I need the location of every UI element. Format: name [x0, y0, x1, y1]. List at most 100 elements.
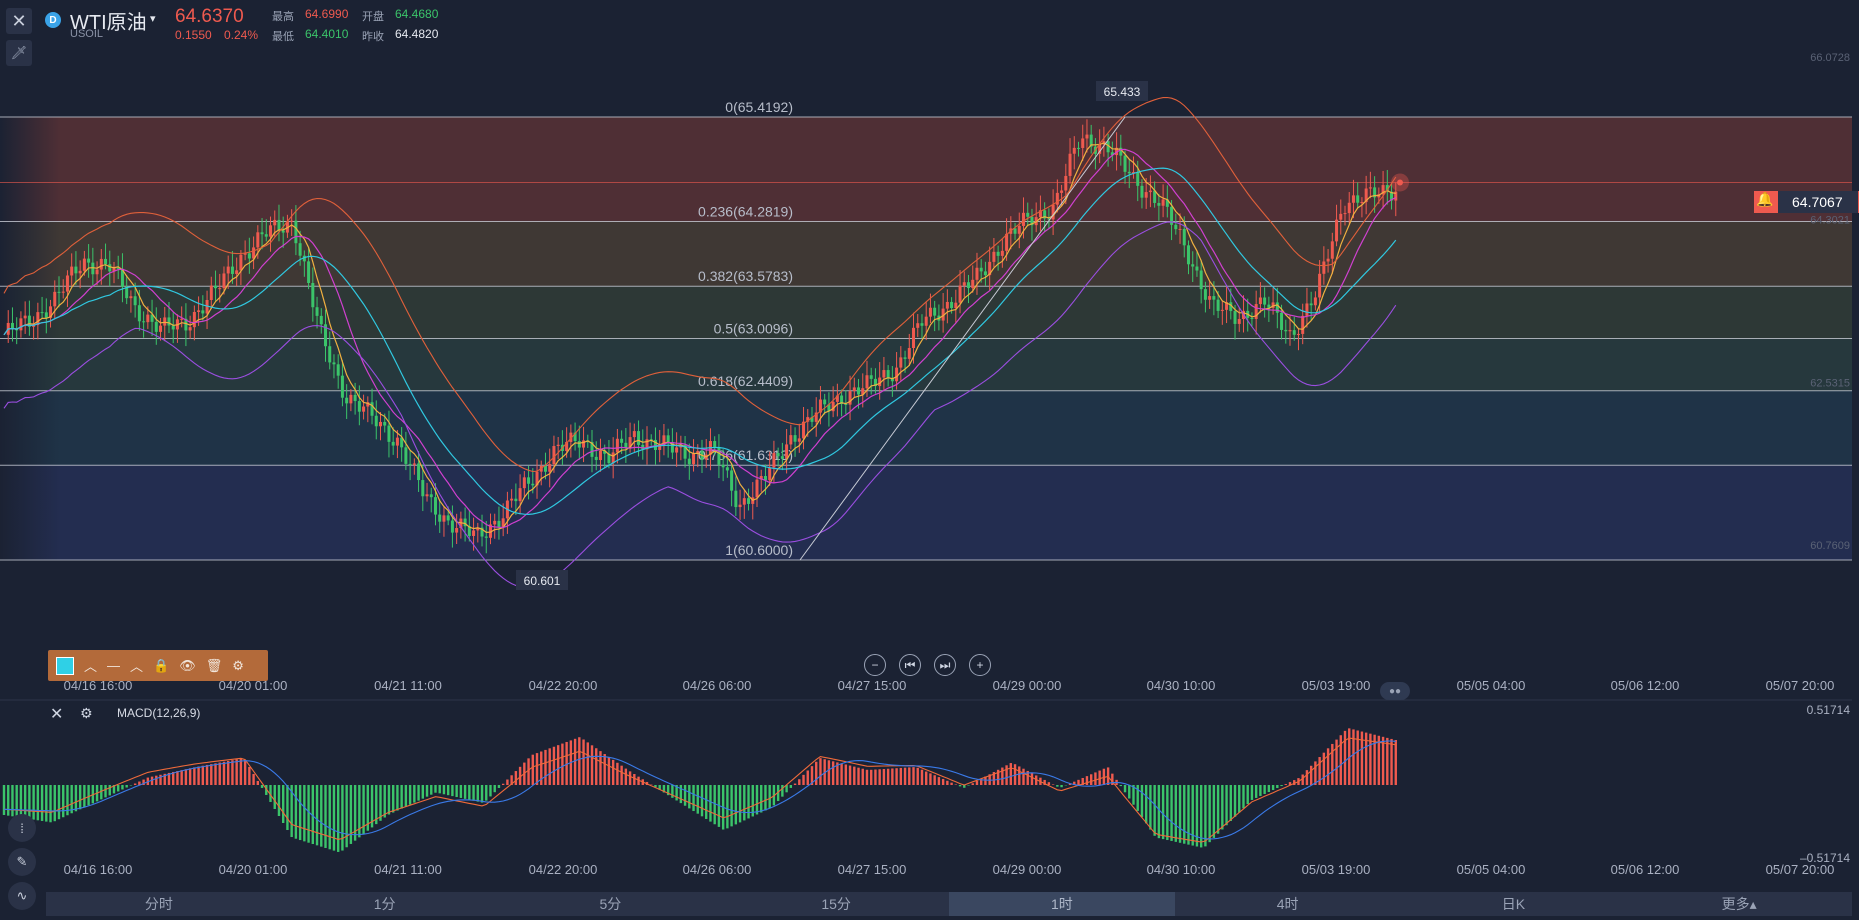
tab-more[interactable]: 更多▴	[1721, 896, 1757, 912]
toggle-icon[interactable]: ●●	[1380, 682, 1410, 700]
candle-body	[1275, 302, 1279, 313]
candle-body	[1076, 147, 1080, 149]
macd-bar	[692, 785, 695, 812]
tab-daily[interactable]: 日K	[1501, 896, 1526, 912]
macd-bar	[303, 785, 306, 842]
macd-bar	[815, 761, 818, 785]
x-axis-label: 04/29 00:00	[993, 678, 1062, 693]
drawing-tool-icon[interactable]: 🗡	[6, 40, 32, 66]
macd-bar	[159, 774, 162, 785]
candle-body	[1296, 333, 1300, 335]
macd-bar	[1043, 779, 1046, 785]
macd-bar	[633, 774, 636, 785]
macd-bar	[1199, 785, 1203, 848]
macd-bar	[239, 758, 243, 785]
macd-bar	[920, 769, 924, 785]
candle-body	[142, 321, 146, 323]
candle-body	[290, 220, 294, 222]
candle-body	[1038, 210, 1042, 218]
candle-body	[590, 442, 594, 457]
macd-bar	[172, 771, 175, 785]
tab-fenshi[interactable]: 分时	[144, 896, 173, 912]
scroll-start-button[interactable]: ⏮	[899, 654, 921, 676]
macd-bar	[205, 764, 209, 785]
chevron-down-icon[interactable]: ▾	[150, 13, 156, 25]
line-style-icon[interactable]: —	[107, 658, 121, 673]
settings-icon[interactable]: ⚙	[232, 657, 244, 673]
chevron-up-icon[interactable]: ︿	[84, 659, 98, 674]
candle-body	[1339, 213, 1343, 220]
macd-bar	[210, 764, 213, 785]
candle-body	[1000, 250, 1004, 256]
tab-4hour[interactable]: 4时	[1276, 896, 1299, 912]
macd-bar	[370, 785, 374, 828]
trash-icon[interactable]: 🗑	[205, 657, 223, 673]
bell-icon[interactable]: 🔔	[1756, 191, 1774, 207]
lock-icon[interactable]: 🔒	[153, 657, 170, 673]
candle-body	[755, 479, 759, 498]
candles-icon[interactable]: ⁞	[8, 814, 36, 842]
tab-15min[interactable]: 15分	[821, 896, 851, 912]
chevron-up-icon[interactable]: ︿	[130, 659, 144, 674]
candle-body	[104, 258, 108, 265]
macd-bar	[417, 785, 420, 801]
scroll-end-button[interactable]: ⏭	[934, 654, 956, 676]
pencil-icon[interactable]: ✎	[8, 848, 36, 876]
macd-bar	[188, 768, 192, 785]
candles	[6, 119, 1398, 554]
candle-body	[1153, 190, 1157, 203]
color-swatch[interactable]	[56, 656, 74, 675]
last-price: 64.6370	[175, 6, 244, 27]
candle-body	[298, 243, 302, 256]
candle-body	[1322, 261, 1326, 274]
candle-body	[383, 421, 387, 426]
tab-1hour[interactable]: 1时	[949, 892, 1175, 916]
macd-bar	[256, 780, 260, 785]
macd-bar	[227, 760, 230, 785]
close-icon[interactable]: ✕	[50, 706, 64, 723]
macd-bar	[472, 785, 475, 801]
candle-body	[1208, 296, 1212, 300]
candle-body	[527, 477, 531, 484]
candle-body	[404, 447, 408, 464]
candle-body	[772, 453, 776, 468]
tab-1min[interactable]: 1分	[373, 896, 396, 912]
candle-body	[163, 317, 167, 326]
symbol-name[interactable]: WTI原油	[70, 12, 147, 34]
macd-bar	[108, 785, 111, 796]
candle-body	[429, 494, 433, 498]
candle-body	[417, 463, 421, 481]
candle-body	[785, 444, 789, 459]
high-label: 最高	[272, 11, 294, 23]
candle-body	[180, 318, 184, 320]
zoom-in-button[interactable]: +	[969, 654, 991, 676]
candle-body	[366, 402, 370, 407]
macd-bar	[485, 785, 488, 801]
candle-body	[1165, 199, 1169, 207]
candle-body	[197, 310, 201, 312]
close-icon[interactable]: ✕	[6, 8, 32, 34]
candle-body	[281, 230, 285, 233]
candle-body	[962, 282, 966, 286]
macd-bar	[353, 785, 357, 841]
eye-icon[interactable]: 👁	[179, 657, 196, 673]
candle-body	[1250, 317, 1254, 319]
candle-body	[780, 456, 784, 459]
candle-body	[78, 270, 82, 274]
gear-icon[interactable]: ⚙	[80, 705, 93, 721]
candle-body	[920, 323, 924, 326]
candle-body	[1364, 188, 1368, 203]
macd-bar	[459, 785, 463, 798]
tab-5min[interactable]: 5分	[599, 896, 622, 912]
macd-bar	[624, 768, 628, 785]
candle-body	[412, 463, 416, 465]
candle-body	[243, 253, 247, 255]
macd-bar	[908, 767, 911, 785]
candle-body	[467, 526, 471, 536]
indicator-icon[interactable]: ∿	[8, 882, 36, 910]
zoom-out-button[interactable]: −	[864, 654, 886, 676]
macd-bar	[1161, 785, 1165, 840]
candle-body	[1288, 330, 1292, 332]
candle-body	[137, 305, 141, 322]
